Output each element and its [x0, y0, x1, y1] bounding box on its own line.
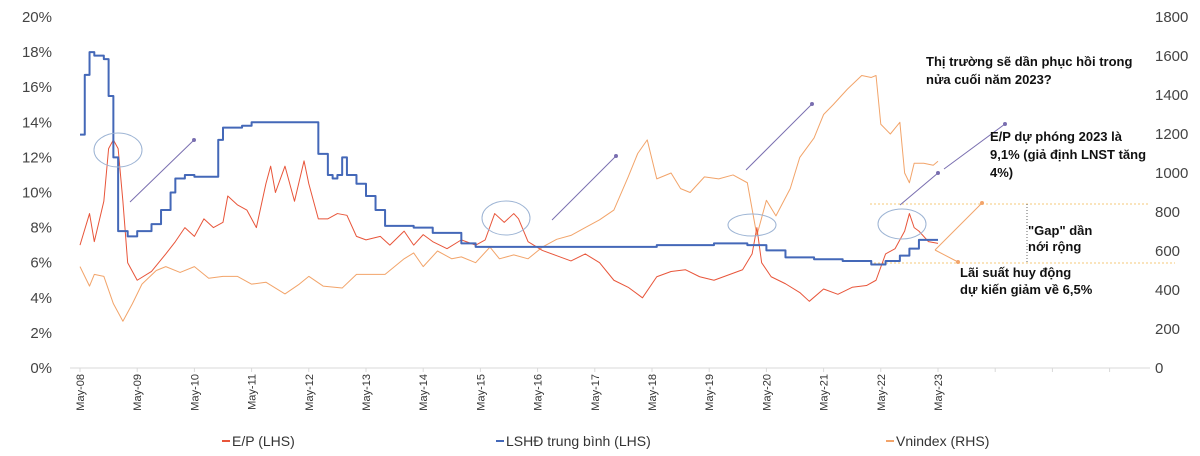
- right-axis-ticks: 0 200 400 600 800 1000 1200 1400 1600 1800: [1155, 9, 1188, 377]
- x-tick-label: May-21: [819, 374, 831, 411]
- left-tick-label: 8%: [30, 220, 52, 237]
- x-tick-label: May-22: [876, 374, 888, 411]
- left-tick-label: 10%: [22, 185, 52, 202]
- x-tick-label: May-13: [361, 374, 373, 411]
- x-tick-label: May-15: [475, 374, 487, 411]
- right-tick-label: 1400: [1155, 87, 1188, 104]
- x-tick-label: May-08: [75, 374, 87, 411]
- x-tick-label: May-16: [533, 374, 545, 411]
- gap-arrows: [934, 201, 984, 264]
- x-tick-label: May-09: [132, 374, 144, 411]
- series-lines: [79, 51, 939, 322]
- series-line-ep: [79, 139, 939, 302]
- annotation-ep: 9,1% (giả định LNST tăng: [990, 147, 1146, 162]
- left-tick-label: 4%: [30, 290, 52, 307]
- left-tick-label: 18%: [22, 44, 52, 61]
- right-tick-label: 1000: [1155, 165, 1188, 182]
- right-tick-label: 1600: [1155, 48, 1188, 65]
- x-tick-label: May-11: [247, 374, 259, 410]
- left-tick-label: 0%: [30, 360, 52, 377]
- x-tick-label: May-10: [189, 374, 201, 411]
- highlight-ellipse: [93, 132, 143, 168]
- annotation-ep: 4%): [990, 165, 1013, 180]
- trend-arrows: [129, 102, 1007, 221]
- left-tick-label: 16%: [22, 79, 52, 96]
- annotation-ep: E/P dự phóng 2023 là: [990, 129, 1123, 144]
- x-tick-label: May-20: [761, 374, 773, 411]
- left-tick-label: 12%: [22, 149, 52, 166]
- legend-label-vnindex: Vnindex (RHS): [896, 433, 989, 449]
- x-tick-label: May-12: [304, 374, 316, 411]
- right-tick-label: 800: [1155, 204, 1180, 221]
- annotation-rate: Lãi suất huy động: [960, 265, 1071, 280]
- x-tick-label: May-19: [704, 374, 716, 411]
- x-tick-label: May-17: [590, 374, 602, 411]
- x-tick-label: May-23: [933, 374, 945, 411]
- left-axis-ticks: 0% 2% 4% 6% 8% 10% 12% 14% 16% 18% 20%: [22, 9, 52, 377]
- right-tick-label: 600: [1155, 243, 1180, 260]
- annotation-outlook: nửa cuối năm 2023?: [926, 72, 1052, 87]
- right-tick-label: 1200: [1155, 126, 1188, 143]
- highlight-ellipse: [727, 213, 777, 237]
- x-tick-label: May-18: [647, 374, 659, 411]
- series-line-vnindex: [79, 75, 939, 322]
- right-tick-label: 200: [1155, 321, 1180, 338]
- right-tick-label: 400: [1155, 282, 1180, 299]
- left-tick-label: 6%: [30, 255, 52, 272]
- highlight-ellipse: [481, 200, 531, 236]
- legend: E/P (LHS) LSHĐ trung bình (LHS) Vnindex …: [222, 433, 989, 449]
- highlight-ellipse: [877, 208, 927, 240]
- annotation-gap: nới rộng: [1028, 239, 1081, 254]
- right-tick-label: 0: [1155, 360, 1163, 377]
- series-line-deposit-rate: [80, 51, 938, 266]
- annotation-outlook: Thị trường sẽ dần phục hồi trong: [926, 54, 1132, 69]
- annotation-gap: "Gap" dần: [1028, 223, 1092, 238]
- x-tick-label: May-14: [418, 374, 430, 411]
- legend-label-ep: E/P (LHS): [232, 433, 295, 449]
- left-tick-label: 14%: [22, 114, 52, 131]
- legend-label-rate: LSHĐ trung bình (LHS): [506, 433, 651, 449]
- x-axis-ticks: May-08 May-09 May-10 May-11 May-12 May-13 May-…: [75, 368, 1111, 411]
- left-tick-label: 2%: [30, 325, 52, 342]
- right-tick-label: 1800: [1155, 9, 1188, 26]
- annotation-rate: dự kiến giảm về 6,5%: [960, 282, 1093, 297]
- left-tick-label: 20%: [22, 9, 52, 26]
